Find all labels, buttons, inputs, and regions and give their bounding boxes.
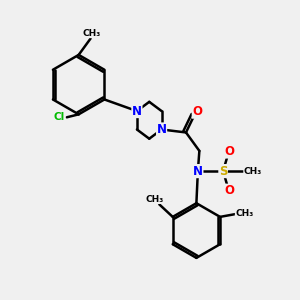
Text: O: O xyxy=(224,184,234,197)
Text: N: N xyxy=(132,105,142,118)
Text: N: N xyxy=(157,123,166,136)
Text: O: O xyxy=(192,105,202,118)
Text: O: O xyxy=(224,145,234,158)
Text: CH₃: CH₃ xyxy=(235,209,254,218)
Text: Cl: Cl xyxy=(54,112,65,122)
Text: CH₃: CH₃ xyxy=(145,194,164,203)
Text: N: N xyxy=(193,165,203,178)
Text: S: S xyxy=(219,165,227,178)
Text: CH₃: CH₃ xyxy=(83,29,101,38)
Text: CH₃: CH₃ xyxy=(244,167,262,176)
